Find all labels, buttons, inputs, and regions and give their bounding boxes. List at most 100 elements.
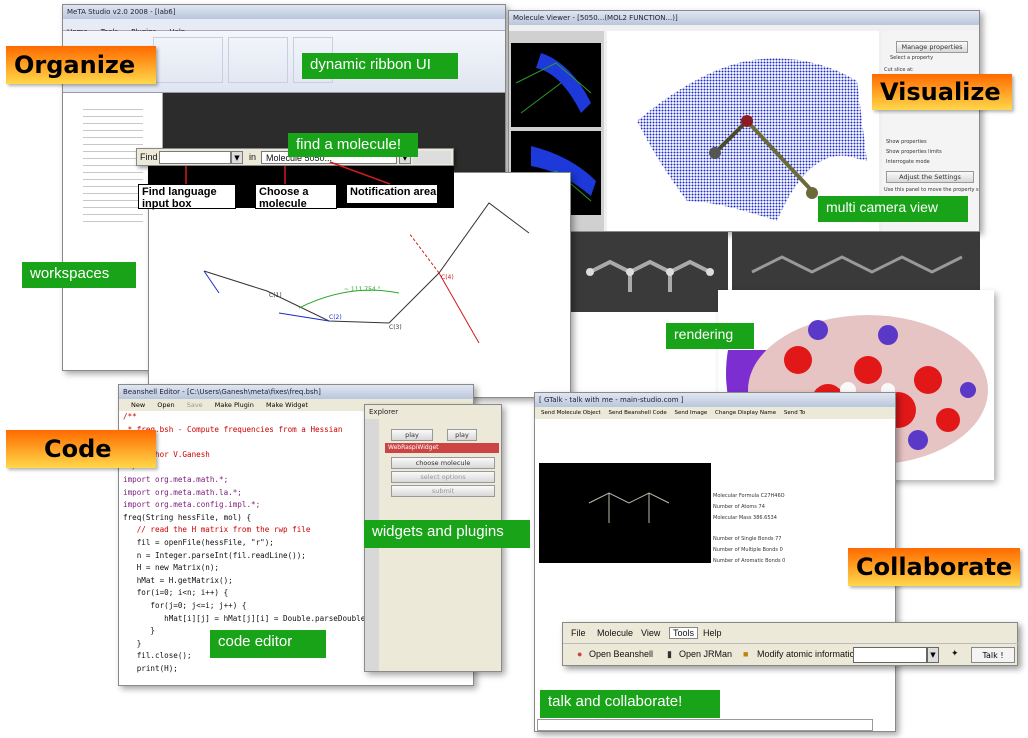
code-line: fil = openFile(hessFile, "r"); [123, 537, 274, 547]
annotation-widgets: widgets and plugins [364, 520, 530, 548]
ball-stick-view-1 [570, 232, 728, 312]
visualize-badge: Visualize [872, 74, 1012, 110]
talk-input[interactable] [853, 647, 927, 663]
jrman-icon: ▮ [667, 649, 672, 659]
workspace-tree [63, 93, 163, 370]
info-key: Molecular Mass [713, 515, 752, 521]
chat-molecule-image [539, 463, 711, 563]
menu-make-plugin[interactable]: Make Plugin [214, 401, 254, 409]
code-line: * freq.bsh - Compute frequencies from a … [123, 424, 343, 434]
property-option[interactable]: Interrogate mode [886, 159, 930, 165]
info-value: 77 [775, 536, 782, 542]
code-line: import org.meta.math.*; [123, 474, 229, 484]
open-beanshell-button[interactable]: Open Beanshell [589, 649, 654, 659]
callout-notification-area: Notification area [346, 184, 438, 204]
property-option[interactable]: Show properties [886, 139, 927, 145]
code-line: H = new Matrix(n); [123, 563, 220, 573]
info-value: 0 [782, 558, 786, 564]
info-key: Molecular Formula [713, 493, 760, 499]
atom-label: C(4) [441, 274, 454, 281]
atom-label: C(3) [389, 324, 402, 331]
menu-new[interactable]: New [131, 401, 146, 409]
code-line: } [123, 626, 156, 636]
atomic-info-icon: ■ [743, 649, 749, 659]
chat-input[interactable] [537, 719, 873, 731]
info-key: Number of Multiple Bonds [713, 547, 778, 553]
code-line: freq(String hessFile, mol) { [123, 512, 252, 522]
code-line: import org.meta.config.impl.*; [123, 500, 261, 510]
annotation-multi-camera: multi camera view [818, 196, 968, 222]
code-line: } [123, 638, 142, 648]
notification-area [413, 151, 451, 164]
property-option[interactable]: Show properties limits [886, 149, 942, 155]
submit-button[interactable]: submit [391, 485, 495, 497]
collaborate-badge: Collaborate [848, 548, 1020, 586]
send-image-button[interactable]: Send Image [674, 410, 708, 416]
find-in-label: in [249, 152, 257, 162]
play-button[interactable]: play [447, 429, 477, 441]
tree-lines [83, 103, 143, 223]
annotation-find-molecule: find a molecule! [288, 133, 418, 157]
explorer-title: Explorer [365, 405, 501, 419]
change-name-button[interactable]: Change Display Name [715, 410, 777, 416]
code-line: for(j=0; j<=i; j++) { [123, 600, 247, 610]
code-line: hMat = H.getMatrix(); [123, 575, 233, 585]
menu-view[interactable]: View [641, 628, 661, 638]
info-value: 74 [758, 504, 765, 510]
menu-tools[interactable]: Tools [669, 627, 699, 639]
talk-button[interactable]: Talk ! [971, 647, 1015, 663]
send-code-button[interactable]: Send Beanshell Code [608, 410, 667, 416]
surface-plot [637, 58, 867, 221]
select-options-button[interactable]: select options [391, 471, 495, 483]
camera-view-1[interactable] [511, 43, 601, 127]
play-button[interactable]: play [391, 429, 433, 441]
widget-title: WebRaspiWidget [385, 443, 499, 453]
organize-window-title: MeTA Studio v2.0 2008 - [lab6] [63, 5, 505, 19]
geometry-window: ~ 111.754 ° C(1) C(2) C(3) C(4) [148, 172, 571, 398]
menu-make-widget[interactable]: Make Widget [265, 401, 309, 409]
code-line: * @author V.Ganesh [123, 449, 210, 459]
info-value: C27H46O [760, 493, 785, 499]
visualize-window-title: Molecule Viewer - [5050...(MOL2 FUNCTION… [509, 11, 979, 25]
menu-file[interactable]: File [571, 628, 586, 638]
tools-toolbar: ● Open Beanshell ▮ Open JRMan ■ Modify a… [563, 643, 1019, 665]
code-line: print(H); [123, 663, 178, 673]
code-line: // read the H matrix from the rwp file [123, 525, 311, 535]
menubar: File Molecule View Tools Help [563, 625, 1019, 641]
find-language-input[interactable] [159, 151, 231, 164]
annotation-workspaces: workspaces [22, 262, 136, 288]
settings-icon[interactable]: ✦ [951, 648, 959, 658]
send-molecule-button[interactable]: Send Molecule Object [541, 410, 601, 416]
menu-open[interactable]: Open [157, 401, 175, 409]
send-to-button[interactable]: Send To [783, 410, 806, 416]
atom-label: C(1) [269, 292, 282, 299]
menu-help[interactable]: Help [703, 628, 722, 638]
collab-window: [ GTalk - talk with me - main-studio.com… [534, 392, 896, 732]
menu-save[interactable]: Save [186, 401, 203, 409]
code-line: import org.meta.math.la.*; [123, 487, 242, 497]
molecule-info: Molecular Formula C27H46O Number of Atom… [713, 493, 863, 564]
info-value: 0 [779, 547, 783, 553]
code-line: for(i=0; i<n; i++) { [123, 588, 229, 598]
code-line: fil.close(); [123, 651, 192, 661]
annotation-dynamic-ribbon: dynamic ribbon UI [302, 53, 458, 79]
modify-atomic-info-button[interactable]: Modify atomic information [757, 649, 860, 659]
geometry-view: ~ 111.754 ° C(1) C(2) C(3) C(4) [203, 202, 530, 344]
find-dropdown-button[interactable]: ▼ [231, 151, 243, 164]
open-jrman-button[interactable]: Open JRMan [679, 649, 733, 659]
molecule-selector-value: Molecule 5050... [266, 153, 333, 163]
beanshell-icon: ● [577, 649, 583, 659]
ribbon-group [228, 37, 288, 83]
choose-molecule-button[interactable]: choose molecule [391, 457, 495, 469]
annotation-code-editor: code editor [210, 630, 326, 658]
talk-dropdown-button[interactable]: ▼ [927, 647, 939, 663]
code-line: */ [123, 461, 370, 474]
code-line: * [123, 436, 370, 449]
menu-molecule[interactable]: Molecule [597, 628, 634, 638]
adjust-settings-button[interactable]: Adjust the Settings [886, 171, 974, 183]
code-line: hMat[i][j] = hMat[j][i] = Double.parseDo… [123, 613, 370, 623]
cut-slice-label: Cut slice at: [884, 67, 914, 73]
manage-properties-button[interactable]: Manage properties [896, 41, 968, 53]
ball-stick-view-2 [732, 232, 980, 298]
